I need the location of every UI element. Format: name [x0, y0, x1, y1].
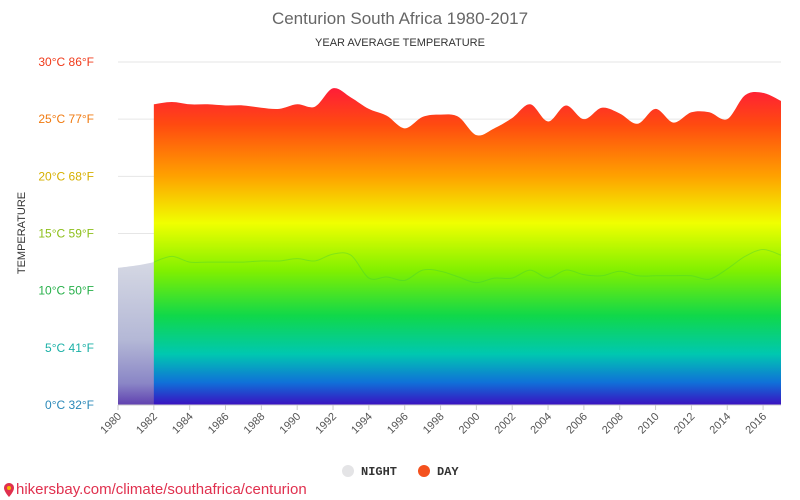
x-tick-label: 2004	[528, 411, 554, 437]
x-tick-label: 1988	[242, 411, 268, 437]
x-tick-label: 2006	[564, 411, 590, 437]
x-tick-label: 1980	[98, 411, 124, 437]
y-tick-label: 15°C 59°F	[38, 227, 94, 241]
legend-night[interactable]: NIGHT	[342, 465, 397, 479]
y-tick-label: 0°C 32°F	[45, 398, 94, 412]
night-line	[153, 249, 782, 284]
y-axis-label: TEMPERATURE	[16, 192, 28, 274]
y-tick-label: 10°C 50°F	[38, 284, 94, 298]
legend-marker	[418, 465, 430, 477]
x-tick-label: 2010	[636, 411, 662, 437]
x-tick-label: 1998	[421, 411, 447, 437]
x-tick-label: 2002	[493, 411, 519, 437]
x-tick-label: 1996	[385, 411, 411, 437]
y-tick-label: 5°C 41°F	[45, 341, 94, 355]
x-tick-label: 2000	[457, 411, 483, 437]
day-area	[153, 88, 782, 405]
y-axis-ticks: 0°C 32°F 5°C 41°F 10°C 50°F 15°C 59°F 20°C 6…	[38, 55, 94, 412]
x-tick-label: 1982	[134, 411, 160, 437]
x-tick-label: 1986	[206, 411, 232, 437]
source-link[interactable]: hikersbay.com/climate/southafrica/centur…	[4, 481, 307, 498]
x-tick-label: 2016	[743, 411, 769, 437]
x-tick-label: 2008	[600, 411, 626, 437]
plot-areas	[118, 88, 782, 405]
legend-day[interactable]: DAY	[418, 465, 459, 479]
map-pin-icon	[4, 482, 14, 497]
x-tick-label: 1984	[170, 411, 196, 437]
chart-title: Centurion South Africa 1980-2017	[272, 9, 528, 28]
legend-label: NIGHT	[361, 465, 397, 479]
x-tick-label: 1992	[313, 411, 339, 437]
x-tick-label: 1994	[349, 411, 375, 437]
chart-subtitle: YEAR AVERAGE TEMPERATURE	[315, 37, 485, 49]
x-tick-label: 2012	[672, 411, 698, 437]
source-text: hikersbay.com/climate/southafrica/centur…	[16, 481, 307, 498]
y-tick-label: 20°C 68°F	[38, 169, 94, 183]
y-tick-label: 30°C 86°F	[38, 55, 94, 69]
y-tick-label: 25°C 77°F	[38, 112, 94, 126]
x-tick-label: 1990	[278, 411, 304, 437]
x-axis: 1980 1982 1984 1986 1988 1990 1992 1994 1996 1998…	[98, 404, 781, 437]
legend-label: DAY	[437, 465, 459, 479]
x-tick-label: 2014	[708, 411, 734, 437]
legend-marker	[342, 465, 354, 477]
legend: NIGHT DAY	[342, 465, 459, 479]
